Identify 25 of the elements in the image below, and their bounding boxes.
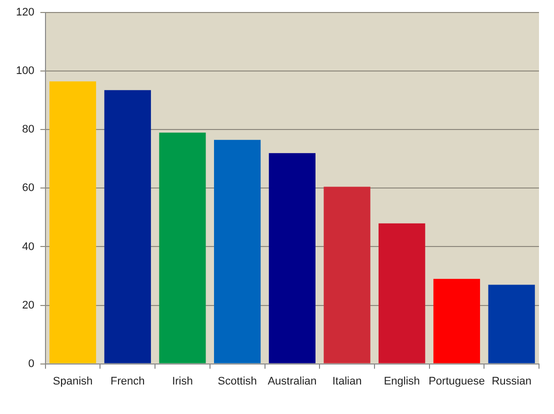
x-tick-label: Irish [172, 375, 193, 388]
x-tick-label: Italian [332, 375, 362, 388]
y-tick-label: 20 [22, 299, 34, 312]
bar [49, 81, 96, 364]
x-tick-label: English [384, 375, 420, 388]
y-tick-label: 120 [16, 6, 34, 19]
x-tick-label: French [110, 375, 145, 388]
bar [488, 284, 535, 364]
bar [214, 140, 261, 364]
bar [268, 153, 316, 364]
x-tick-label: Scottish [218, 375, 257, 388]
bar [104, 90, 151, 364]
x-tick-label: Russian [492, 375, 532, 388]
y-tick-label: 40 [22, 240, 34, 253]
bar [324, 186, 370, 364]
bar [433, 278, 480, 364]
x-tick-label: Spanish [52, 375, 93, 388]
y-tick-label: 0 [28, 358, 34, 370]
y-tick-label: 100 [16, 65, 34, 78]
bar [159, 132, 206, 364]
y-tick-label: 60 [22, 182, 34, 194]
y-tick-label: 80 [22, 124, 34, 136]
x-tick-label: Australian [268, 375, 317, 388]
x-tick-label: Portuguese [428, 375, 485, 388]
bar [378, 223, 426, 364]
